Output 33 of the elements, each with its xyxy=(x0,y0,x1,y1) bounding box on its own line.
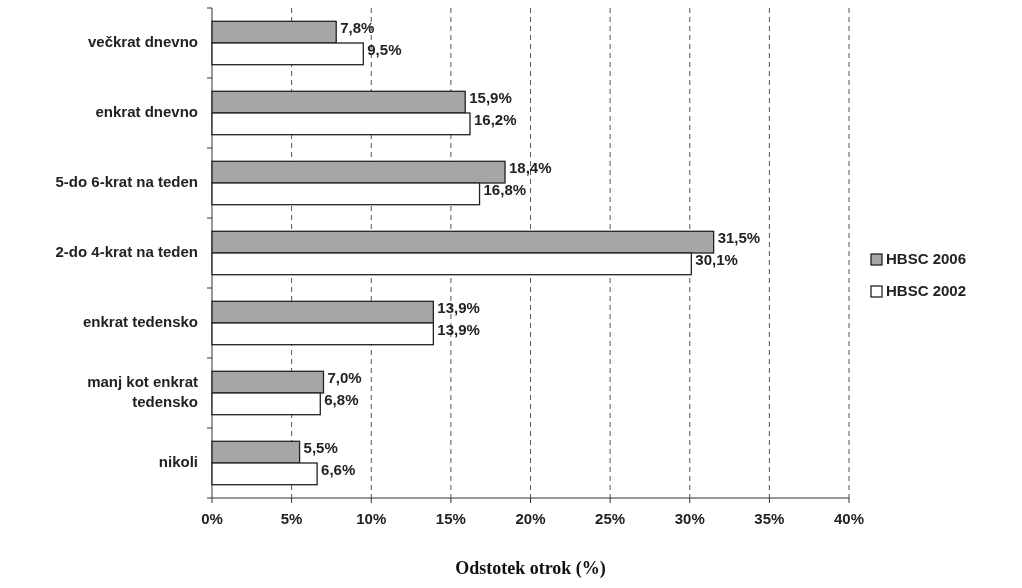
data-label: 31,5% xyxy=(717,229,761,247)
x-tick-label: 15% xyxy=(435,510,466,527)
legend-label: HBSC 2002 xyxy=(886,281,967,299)
data-label: 15,9% xyxy=(469,89,512,107)
y-tick-label: enkrat dnevno xyxy=(95,102,198,120)
x-tick-label: 30% xyxy=(674,510,705,527)
data-label: 16,8% xyxy=(483,180,527,198)
data-label: 6,8% xyxy=(324,390,359,408)
x-tick-label: 10% xyxy=(356,510,387,527)
x-tick-label: 0% xyxy=(201,510,223,527)
legend-label: HBSC 2006 xyxy=(886,249,967,267)
x-axis-title: Odstotek otrok (%) xyxy=(455,558,606,579)
data-label: 30,1% xyxy=(695,250,738,268)
data-label: 13,9% xyxy=(437,299,480,317)
data-label: 9,5% xyxy=(367,40,402,58)
x-tick-label: 40% xyxy=(833,510,865,527)
y-tick-label: nikoli xyxy=(158,452,198,470)
data-label: 7,8% xyxy=(340,19,375,37)
x-tick-label: 20% xyxy=(515,510,546,527)
data-label: 7,0% xyxy=(327,369,362,387)
x-tick-label: 25% xyxy=(595,510,626,527)
y-tick-label: 2-do 4-krat na teden xyxy=(55,242,198,260)
x-tick-label: 35% xyxy=(754,510,785,527)
data-label: 16,2% xyxy=(473,110,517,128)
data-label: 13,9% xyxy=(437,320,480,338)
y-tick-label: enkrat tedensko xyxy=(82,312,198,330)
x-tick-label: 5% xyxy=(280,510,303,527)
y-tick-label: 5-do 6-krat na teden xyxy=(55,172,198,190)
data-label: 18,4% xyxy=(509,159,552,177)
data-label: 5,5% xyxy=(303,439,338,457)
y-tick-label: večkrat dnevno xyxy=(87,32,198,50)
data-label: 6,6% xyxy=(321,460,356,478)
y-tick-label: manj kot enkrat tedensko xyxy=(87,372,198,410)
